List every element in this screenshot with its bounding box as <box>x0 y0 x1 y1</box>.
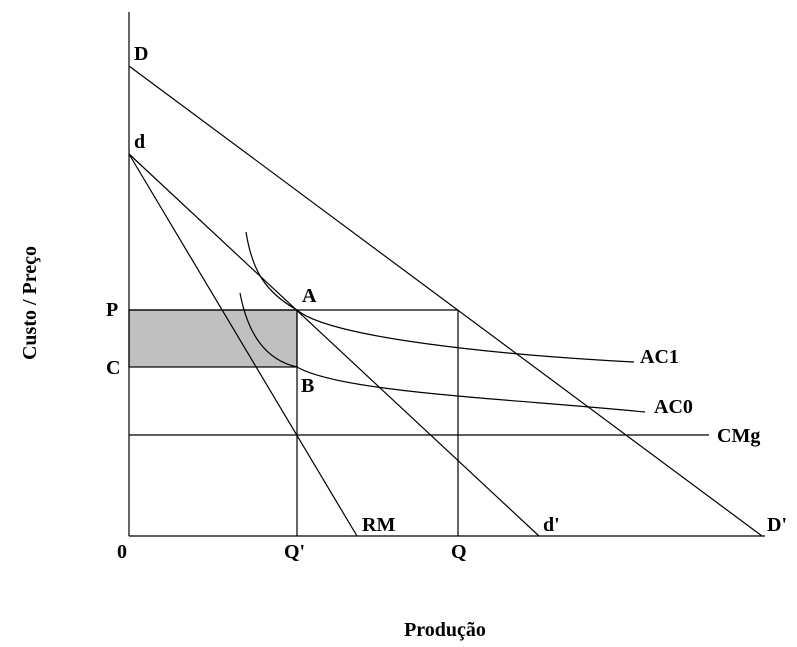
label-Q-prime: Q' <box>284 541 305 563</box>
label-B: B <box>301 375 314 397</box>
label-CMg: CMg <box>717 425 760 447</box>
label-AC1: AC1 <box>640 346 679 368</box>
label-RM: RM <box>362 514 395 536</box>
label-d-prime: d' <box>543 514 560 536</box>
label-Q: Q <box>451 541 467 563</box>
label-d: d <box>134 131 145 153</box>
label-C: C <box>106 357 120 379</box>
label-P: P <box>106 299 118 321</box>
average-cost-curve-ac0 <box>239 292 646 413</box>
demand-line-D <box>128 65 763 537</box>
x-axis-title: Produção <box>404 619 486 641</box>
demand-line-d <box>128 153 540 537</box>
label-D: D <box>134 43 148 65</box>
label-AC0: AC0 <box>654 396 693 418</box>
y-axis-title: Custo / Preço <box>19 246 41 360</box>
profit-area <box>128 309 298 368</box>
label-origin: 0 <box>117 541 127 563</box>
marginal-revenue-line <box>128 153 358 537</box>
label-D-prime: D' <box>767 514 787 536</box>
average-cost-curve-ac1 <box>245 231 635 363</box>
label-A: A <box>302 285 317 307</box>
